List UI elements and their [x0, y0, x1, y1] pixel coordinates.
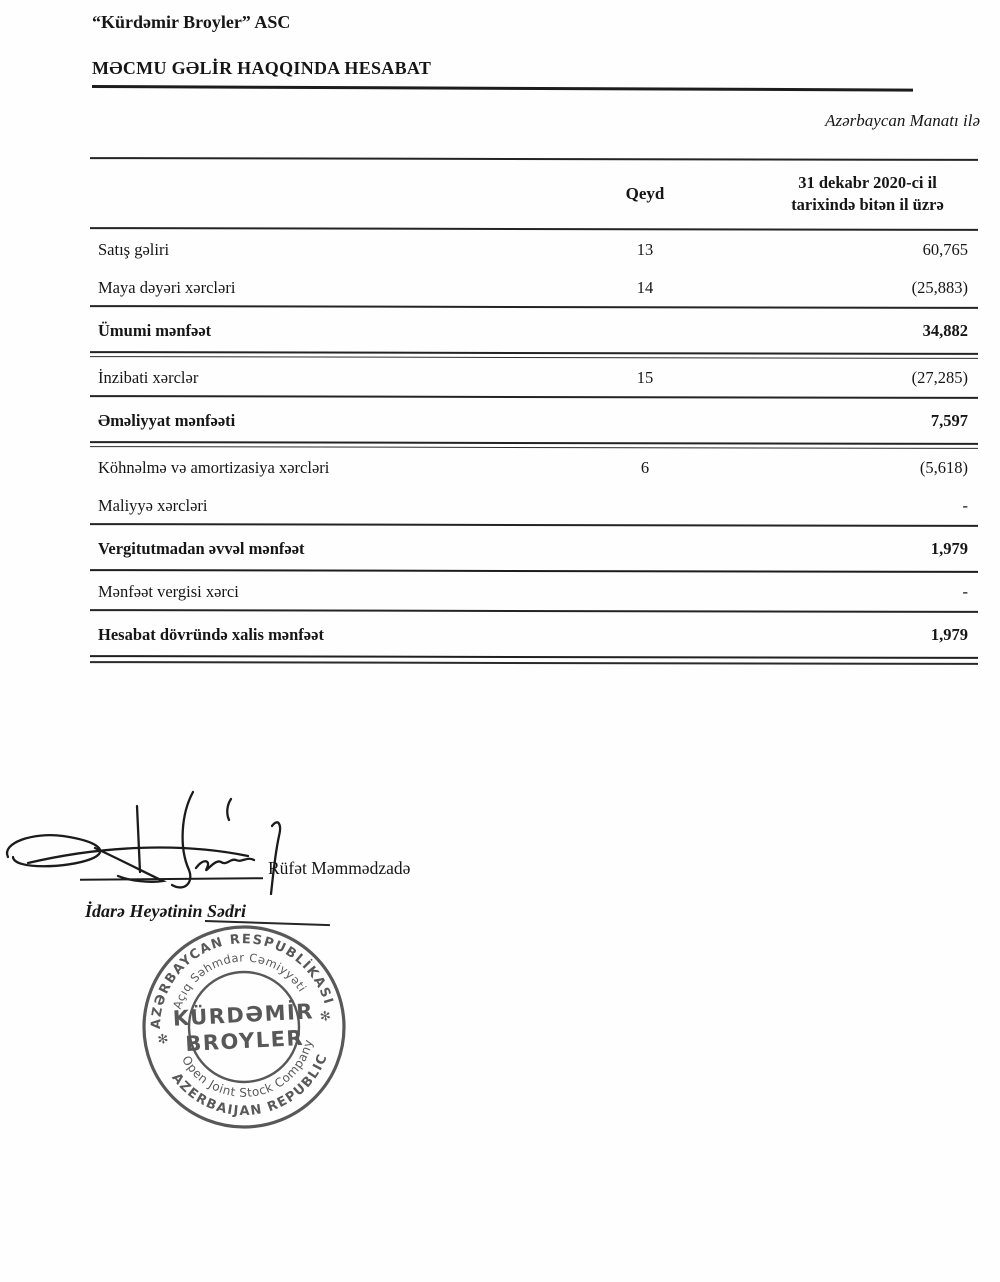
row-label: Satış gəliri	[98, 239, 170, 259]
row-value: 34,882	[922, 320, 968, 340]
column-header-period: 31 dekabr 2020-ci il tarixində bitən il …	[791, 173, 944, 214]
table-row-sales-revenue: Satış gəliri 13 60,765	[90, 230, 978, 268]
row-note: 14	[636, 277, 654, 297]
table-row-income-tax: Mənfəət vergisi xərci -	[90, 572, 978, 610]
stamp-outer-circle	[142, 925, 346, 1129]
table-header-row: Qeyd 31 dekabr 2020-ci il tarixində bitə…	[90, 160, 978, 228]
currency-note: Azərbaycan Manatı ilə	[825, 111, 980, 130]
table-row-profit-before-tax: Vergitutmadan əvvəl mənfəət 1,979	[90, 526, 978, 570]
table-row-finance-costs: Maliyyə xərcləri -	[90, 486, 978, 524]
row-label: Mənfəət vergisi xərci	[98, 581, 239, 601]
income-statement-table: Qeyd 31 dekabr 2020-ci il tarixində bitə…	[89, 157, 979, 665]
row-label: Maya dəyəri xərcləri	[98, 277, 236, 297]
table-row-depreciation: Köhnəlmə və amortizasiya xərcləri 6 (5,6…	[90, 448, 978, 486]
column-header-note: Qeyd	[625, 183, 665, 203]
row-value: 7,597	[930, 410, 968, 430]
row-value: (5,618)	[919, 457, 968, 477]
table-row-admin-expenses: İnzibati xərclər 15 (27,285)	[90, 358, 978, 396]
table-row-net-profit: Hesabat dövründə xalis mənfəət 1,979	[90, 612, 978, 656]
stamp-star-left: ✻	[157, 1032, 170, 1048]
stamp-ink: AZƏRBAYCAN RESPUBLİKASI Açıq Səhmdar Cəm…	[139, 922, 346, 1130]
signatory-role: İdarə Heyətinin Sədri	[85, 901, 246, 921]
handwritten-signature	[5, 790, 282, 896]
row-value: 1,979	[930, 538, 968, 558]
document-title: MƏCMU GƏLİR HAQQINDA HESABAT	[92, 58, 432, 78]
row-label: Hesabat dövründə xalis mənfəət	[98, 624, 324, 644]
row-value: -	[962, 495, 969, 515]
row-label: Ümumi mənfəət	[98, 320, 212, 340]
title-underline	[91, 85, 913, 92]
stamp-inner-circle	[187, 970, 301, 1084]
row-value: 1,979	[930, 624, 968, 644]
table-row-cost-of-sales: Maya dəyəri xərcləri 14 (25,883)	[90, 268, 978, 306]
row-label: Əməliyyat mənfəəti	[98, 410, 236, 430]
row-label: Maliyyə xərcləri	[98, 495, 208, 515]
row-value: (25,883)	[911, 277, 968, 297]
signatory-name: Rüfət Məmmədzadə	[268, 858, 411, 878]
row-value: -	[962, 581, 969, 601]
table-row-gross-profit: Ümumi mənfəət 34,882	[90, 308, 978, 352]
company-stamp: AZƏRBAYCAN RESPUBLİKASI Açıq Səhmdar Cəm…	[139, 922, 346, 1130]
row-label: Köhnəlmə və amortizasiya xərcləri	[98, 457, 330, 477]
stamp-center-line2: BROYLER	[185, 1026, 305, 1056]
table-rule-double	[89, 440, 979, 449]
row-value: 60,765	[922, 239, 968, 259]
table-row-operating-profit: Əməliyyat mənfəəti 7,597	[90, 398, 978, 442]
stamp-star-right: ✻	[319, 1009, 332, 1025]
table-rule-double	[89, 350, 979, 359]
company-name: “Kürdəmir Broyler” ASC	[92, 12, 291, 32]
row-label: İnzibati xərclər	[98, 367, 199, 387]
row-value: (27,285)	[911, 367, 968, 387]
row-note: 15	[636, 367, 654, 387]
table-rule-final	[89, 654, 979, 665]
row-note: 13	[636, 239, 654, 259]
row-note: 6	[640, 457, 650, 477]
row-label: Vergitutmadan əvvəl mənfəət	[98, 538, 305, 558]
